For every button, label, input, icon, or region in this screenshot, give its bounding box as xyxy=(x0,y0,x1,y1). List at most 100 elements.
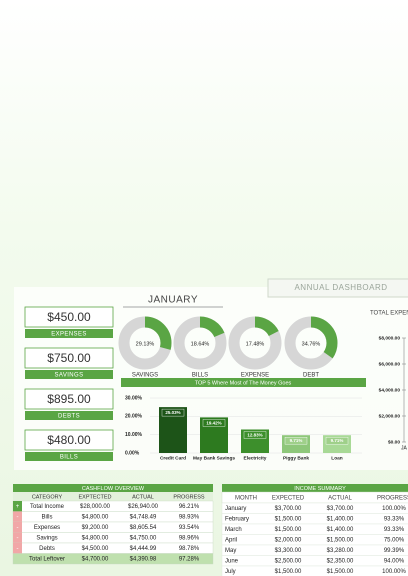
column-header: EXPTECTED xyxy=(78,494,111,500)
column-header: CATEGORY xyxy=(32,494,63,500)
table-cell: Expenses xyxy=(34,525,60,531)
donut-slice xyxy=(228,316,282,370)
y-tick-label: $4,000.00 xyxy=(379,387,401,393)
table-cell: $28,000.00 xyxy=(80,504,111,510)
table-cell: $1,500.00 xyxy=(327,538,354,544)
column-header: ACTUAL xyxy=(132,494,154,500)
table-title-bg xyxy=(222,484,408,492)
table-cell: $2,500.00 xyxy=(275,559,302,565)
y-tick-label: 30.00% xyxy=(125,395,143,401)
bar-value-label: 19.42% xyxy=(206,420,221,425)
bar-value-label: 9.71% xyxy=(290,438,303,443)
bar-title-bg xyxy=(121,378,366,387)
table-cell: 96.21% xyxy=(179,504,200,510)
row-marker-bg xyxy=(13,532,22,543)
table-cell: $8,605.54 xyxy=(130,525,157,531)
card-label-bg xyxy=(25,370,113,379)
table-cell: $4,800.00 xyxy=(82,515,109,521)
donut-caption: BILLS xyxy=(192,373,208,379)
row-marker-bg xyxy=(13,511,22,522)
table-cell: 100.00% xyxy=(382,569,406,575)
bar-label-bg xyxy=(202,419,226,427)
y-tick-label: $6,000.00 xyxy=(379,361,401,367)
table-row xyxy=(221,523,408,535)
donut-slice xyxy=(118,316,172,370)
expense-chart-title: TOTAL EXPENSES xyxy=(370,311,408,317)
table-cell: Debts xyxy=(39,546,55,552)
card-label: DEBTS xyxy=(58,413,80,419)
table-cell: $4,444.99 xyxy=(130,546,157,552)
table-row xyxy=(12,553,214,565)
table-cell: 97.28% xyxy=(179,557,200,563)
card-box xyxy=(24,347,114,369)
donut-caption: EXPENSE xyxy=(241,373,269,379)
table-cell: 93.33% xyxy=(384,517,405,523)
table-cell: Savings xyxy=(36,536,57,542)
table-cell: $4,750.00 xyxy=(130,536,157,542)
table-cell: Total Leftover xyxy=(29,557,65,563)
table-row xyxy=(221,565,408,576)
donut-slice xyxy=(284,316,338,370)
table-cell: 94.00% xyxy=(384,559,405,565)
table-cell: 93.33% xyxy=(384,527,405,533)
table-cell: 99.39% xyxy=(384,548,405,554)
table-cell: Bills xyxy=(41,515,52,521)
table-title-bg xyxy=(13,484,213,492)
table-cell: $1,400.00 xyxy=(327,527,354,533)
bar-label-bg xyxy=(161,408,185,417)
row-marker: - xyxy=(17,515,19,521)
table-cell: $2,350.00 xyxy=(327,559,354,565)
month-title: JANUARY xyxy=(148,295,198,306)
table-cell: $3,700.00 xyxy=(327,506,354,512)
table-cell: $4,390.98 xyxy=(130,557,157,563)
table-cell: February xyxy=(225,517,249,523)
y-tick-label: $8,000.00 xyxy=(379,335,401,341)
table-row xyxy=(221,555,408,567)
card-box xyxy=(24,306,114,328)
donut-caption: DEBT xyxy=(303,373,319,379)
row-marker-bg xyxy=(13,522,22,533)
column-header: EXPECTED xyxy=(272,495,305,501)
table-cell: $1,500.00 xyxy=(275,527,302,533)
row-marker-bg xyxy=(13,501,22,512)
y-tick-label: $2,000.00 xyxy=(379,413,401,419)
table-cell: 75.00% xyxy=(384,538,405,544)
x-tick-label: Loan xyxy=(331,455,343,461)
bar-value-label: 25.03% xyxy=(165,410,180,415)
table-row xyxy=(221,513,408,525)
row-marker: - xyxy=(17,536,19,542)
table-row xyxy=(221,544,408,556)
table-title: CASHFLOW OVERVIEW xyxy=(82,486,145,492)
table-cell: $1,500.00 xyxy=(275,569,302,575)
table-header-bg xyxy=(13,492,213,501)
table-row xyxy=(221,534,408,546)
table-cell: May xyxy=(225,548,236,554)
bar-value-label: 9.71% xyxy=(331,438,344,443)
y-tick-label: 0.00% xyxy=(125,450,140,456)
bar-chart-title: TOP 5 Where Most of The Money Goes xyxy=(195,380,292,386)
table-cell: 98.93% xyxy=(179,515,200,521)
donut-value-label: 34.76% xyxy=(302,341,321,347)
x-tick-label: JA xyxy=(401,445,408,451)
card-amount: $450.00 xyxy=(47,310,91,324)
row-marker: - xyxy=(17,525,19,531)
bar-label-bg xyxy=(325,436,349,445)
table-row xyxy=(221,502,408,514)
bar-value-label: 12.83% xyxy=(247,432,262,437)
table-cell: July xyxy=(225,569,236,575)
table-cell: March xyxy=(225,527,242,533)
column-header: MONTH xyxy=(235,495,257,501)
table-cell: $4,748.49 xyxy=(130,515,157,521)
table-cell: $4,700.00 xyxy=(82,557,109,563)
bar-label-bg xyxy=(284,436,308,445)
table-cell: June xyxy=(225,559,239,565)
table-cell: Total Income xyxy=(30,504,65,510)
column-header: PROGRESS xyxy=(173,494,205,500)
table-cell: 100.00% xyxy=(382,506,406,512)
column-header: ACTUAL xyxy=(328,495,352,501)
x-tick-label: May Bank Savings xyxy=(193,455,235,461)
bar-label-bg xyxy=(243,431,267,439)
table-cell: $1,500.00 xyxy=(275,517,302,523)
